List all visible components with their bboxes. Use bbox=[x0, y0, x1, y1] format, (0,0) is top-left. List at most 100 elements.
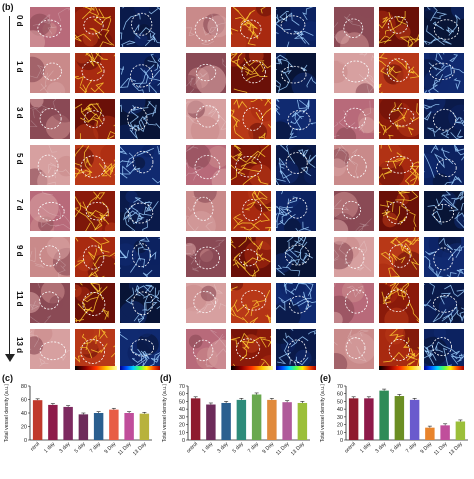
bar bbox=[109, 409, 119, 440]
day-label: 0 d bbox=[15, 15, 24, 27]
photo-tile bbox=[334, 53, 374, 93]
photo-tile bbox=[30, 145, 70, 185]
x-tick-label: ntrol bbox=[30, 441, 41, 452]
y-axis-label: Total vessel density (a.u.) bbox=[4, 383, 10, 442]
bar bbox=[251, 394, 262, 440]
heatmap-tile bbox=[231, 53, 271, 93]
vesselmap-tile bbox=[120, 145, 160, 185]
vesselmap-tile bbox=[120, 7, 160, 47]
y-tick-label: 40 bbox=[179, 407, 185, 413]
vesselmap-tile bbox=[276, 191, 316, 231]
vesselmap-tile bbox=[424, 7, 464, 47]
y-tick-label: 60 bbox=[337, 392, 343, 398]
bar bbox=[139, 413, 150, 440]
photo-tile bbox=[186, 283, 226, 323]
photo-tile bbox=[30, 283, 70, 323]
photo-tile bbox=[334, 7, 374, 47]
heatmap-tile bbox=[231, 283, 271, 323]
heatmap-tile bbox=[75, 283, 115, 323]
heatmap-tile bbox=[75, 191, 115, 231]
heatmap-tile bbox=[75, 329, 115, 369]
x-tick-label: 11 Day bbox=[117, 441, 133, 457]
day-axis-arrow-icon bbox=[5, 354, 15, 362]
x-tick-label: 3 day bbox=[216, 441, 230, 455]
x-tick-label: 7 day bbox=[247, 441, 261, 455]
vesselmap-colorbar bbox=[120, 366, 160, 370]
bar bbox=[93, 413, 104, 440]
x-tick-label: 13 Day bbox=[290, 441, 306, 457]
photo-tile bbox=[186, 7, 226, 47]
y-tick-label: 40 bbox=[337, 407, 343, 413]
heatmap-tile bbox=[75, 99, 115, 139]
x-tick-label: 11 Day bbox=[275, 441, 291, 457]
y-tick-label: 10 bbox=[337, 430, 343, 436]
vesselmap-tile bbox=[424, 99, 464, 139]
heatmap-tile bbox=[231, 7, 271, 47]
heatmap-colorbar bbox=[379, 366, 421, 370]
photo-tile bbox=[30, 7, 70, 47]
heatmap-colorbar bbox=[75, 366, 117, 370]
vesselmap-tile bbox=[276, 283, 316, 323]
vesselmap-tile bbox=[424, 283, 464, 323]
y-tick-label: 50 bbox=[179, 399, 185, 405]
y-tick-label: 20 bbox=[179, 423, 185, 429]
x-tick-label: 1 day bbox=[201, 441, 215, 455]
x-tick-label: 7 day bbox=[405, 441, 419, 455]
heatmap-tile bbox=[75, 7, 115, 47]
x-tick-label: 3 day bbox=[374, 441, 388, 455]
y-tick-label: 0 bbox=[340, 438, 343, 444]
bar bbox=[282, 402, 292, 440]
x-tick-label: 5 day bbox=[74, 441, 88, 455]
bar bbox=[63, 406, 73, 440]
photo-tile bbox=[334, 145, 374, 185]
vesselmap-tile bbox=[276, 53, 316, 93]
bar bbox=[48, 404, 58, 440]
photo-tile bbox=[334, 99, 374, 139]
x-tick-label: 9 Day bbox=[419, 441, 433, 455]
heatmap-tile bbox=[379, 283, 419, 323]
panel-e-label: (e) bbox=[320, 373, 331, 383]
y-tick-label: 80 bbox=[21, 384, 27, 390]
photo-tile bbox=[30, 191, 70, 231]
bar bbox=[78, 414, 89, 440]
day-label: 1 d bbox=[15, 61, 24, 73]
heatmap-tile bbox=[379, 53, 419, 93]
bar bbox=[267, 399, 277, 440]
bar bbox=[221, 402, 231, 440]
heatmap-tile bbox=[231, 237, 271, 277]
vesselmap-colorbar bbox=[276, 366, 316, 370]
vesselmap-tile bbox=[120, 329, 160, 369]
day-label: 7 d bbox=[15, 199, 24, 211]
photo-tile bbox=[334, 283, 374, 323]
vesselmap-tile bbox=[424, 329, 464, 369]
day-label: 3 d bbox=[15, 107, 24, 119]
x-tick-label: ontrol bbox=[186, 441, 199, 454]
photo-tile bbox=[334, 237, 374, 277]
photo-tile bbox=[30, 53, 70, 93]
photo-tile bbox=[30, 99, 70, 139]
vesselmap-tile bbox=[276, 237, 316, 277]
vesselmap-tile bbox=[120, 99, 160, 139]
day-label: 11 d bbox=[15, 291, 24, 307]
heatmap-tile bbox=[379, 191, 419, 231]
chart-d: 0 10 20 30 40 50 60 70 Total vessel density (a.u… bbox=[158, 378, 316, 474]
day-axis-line bbox=[9, 16, 10, 356]
photo-tile bbox=[186, 53, 226, 93]
x-tick-label: 7 day bbox=[89, 441, 103, 455]
bar bbox=[455, 421, 466, 440]
photo-tile bbox=[186, 237, 226, 277]
heatmap-tile bbox=[231, 145, 271, 185]
x-tick-label: 1 day bbox=[43, 441, 57, 455]
y-tick-label: 30 bbox=[337, 415, 343, 421]
photo-tile bbox=[30, 237, 70, 277]
vesselmap-tile bbox=[120, 53, 160, 93]
y-tick-label: 60 bbox=[179, 392, 185, 398]
x-tick-label: 3 day bbox=[58, 441, 72, 455]
vesselmap-tile bbox=[424, 191, 464, 231]
bar bbox=[409, 399, 420, 440]
vesselmap-tile bbox=[424, 145, 464, 185]
day-label: 9 d bbox=[15, 245, 24, 257]
photo-tile bbox=[186, 329, 226, 369]
heatmap-tile bbox=[379, 237, 419, 277]
heatmap-tile bbox=[75, 237, 115, 277]
